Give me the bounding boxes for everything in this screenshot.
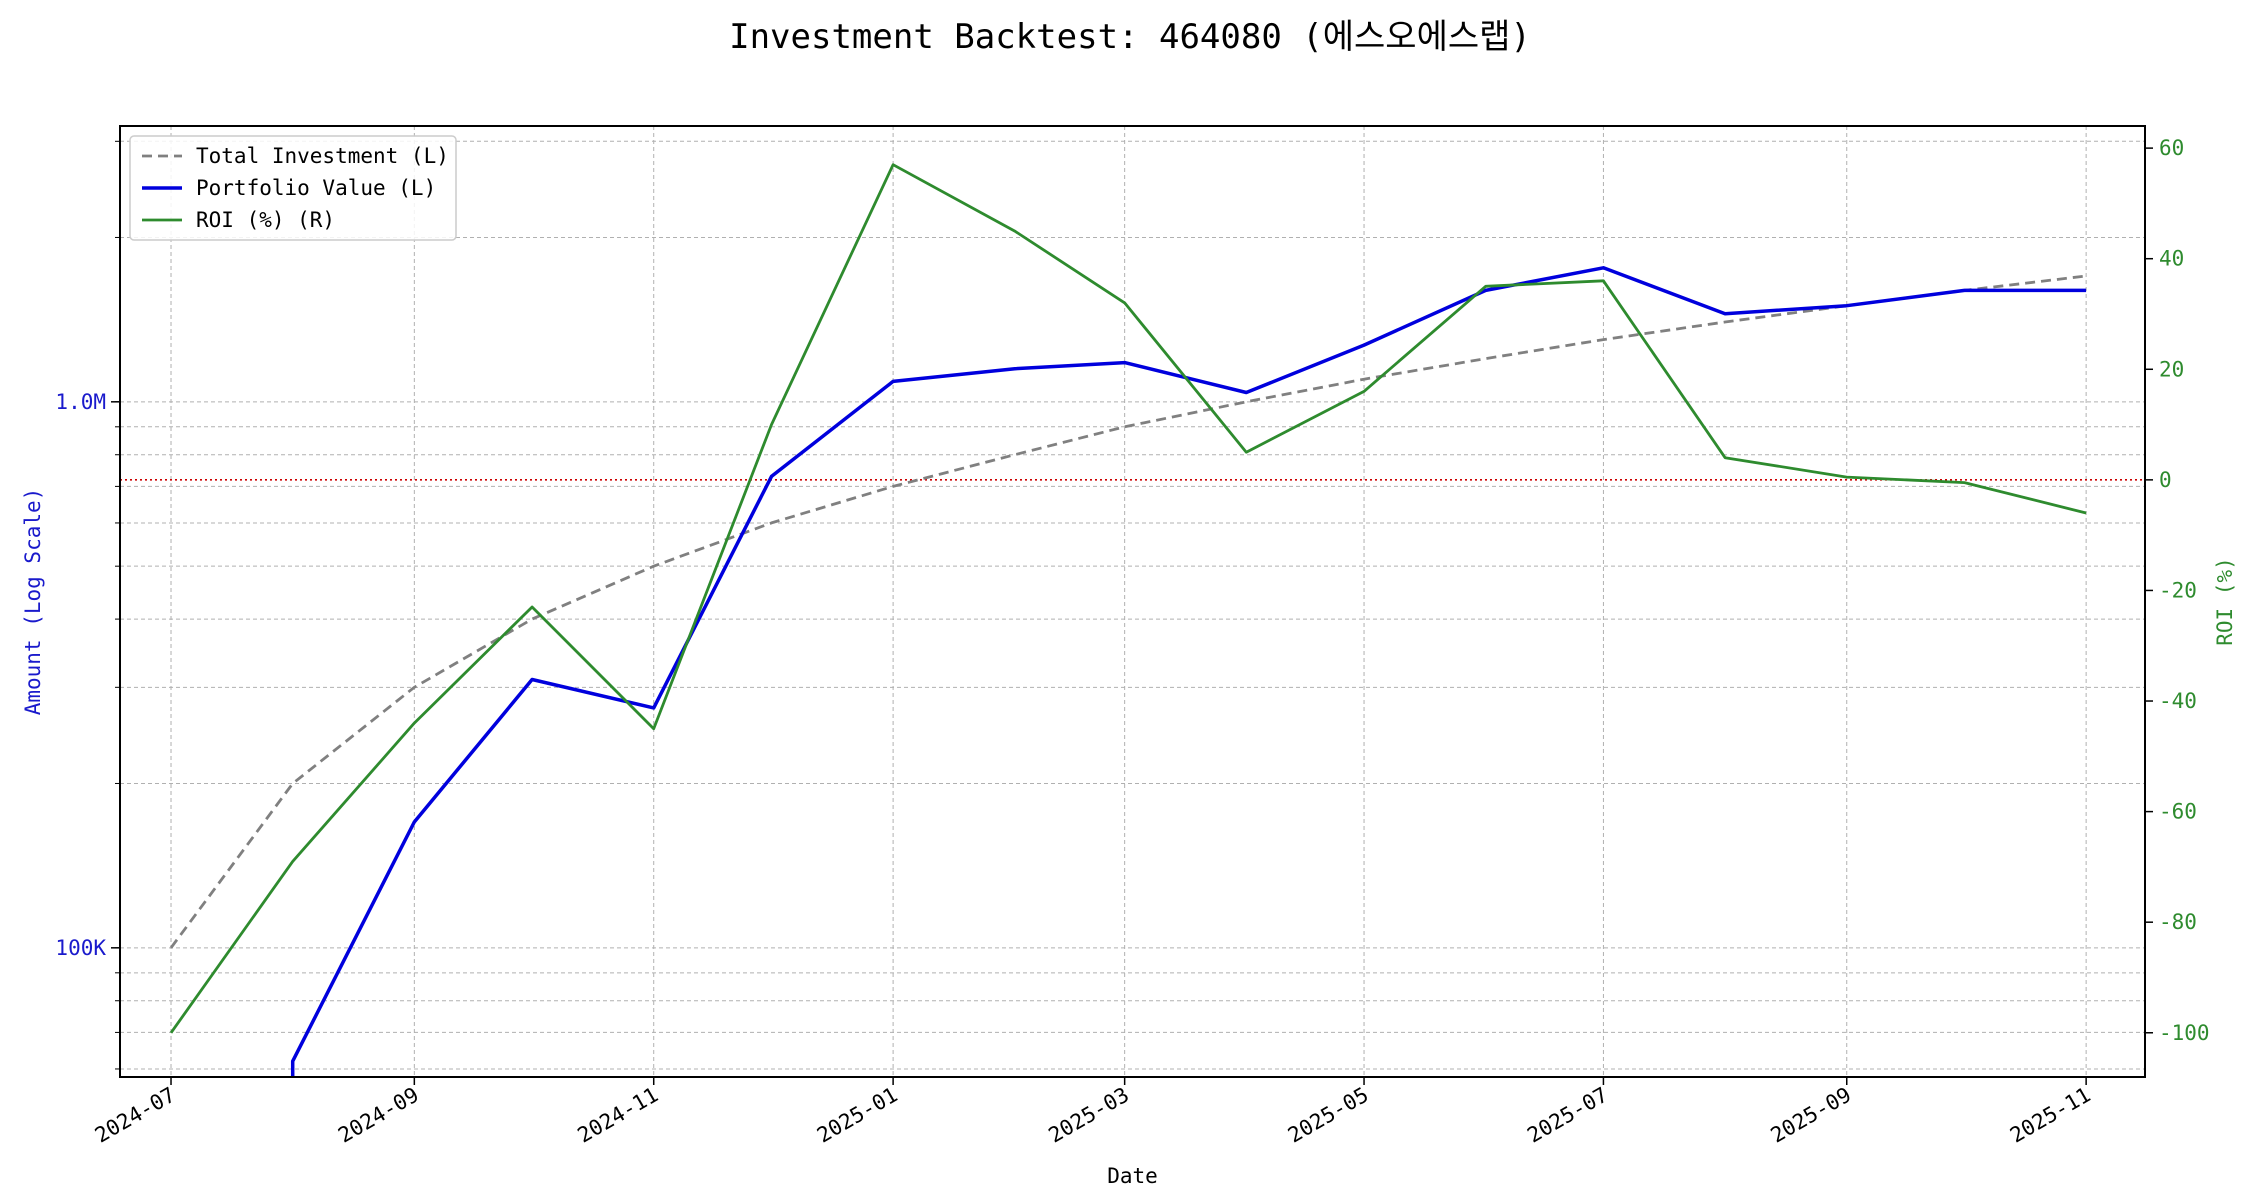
series-line-3 <box>169 163 2087 1034</box>
right-tick-label: -80 <box>2159 910 2197 934</box>
right-tick-label: 20 <box>2159 357 2184 381</box>
legend-box <box>129 135 457 241</box>
right-tick-label: 60 <box>2159 136 2184 160</box>
right-tick-label: -100 <box>2159 1021 2210 1045</box>
right-tick-label: 0 <box>2159 468 2172 492</box>
axes: 2024-07 2024-09 2024-11 2025-01 2025-03 2025-… <box>55 136 2209 1147</box>
grid <box>120 126 2145 1077</box>
right-tick-label: -60 <box>2159 800 2197 824</box>
x-tick-label: 2024-07 <box>91 1083 180 1148</box>
series-line-1 <box>169 274 2087 949</box>
x-tick-label: 2024-11 <box>574 1083 663 1148</box>
legend-label-3: ROI (%) (R) <box>196 208 335 232</box>
x-tick-label: 2025-05 <box>1284 1083 1373 1148</box>
series-layer <box>169 163 2087 1077</box>
x-axis-label: Date <box>1107 1164 1158 1188</box>
x-tick-label: 2025-01 <box>813 1083 902 1148</box>
left-tick-label: 1.0M <box>55 390 106 414</box>
right-tick-label: -20 <box>2159 578 2197 602</box>
right-tick-label: 40 <box>2159 247 2184 271</box>
chart-title: Investment Backtest: 464080 (에스오에스랩) <box>729 17 1531 57</box>
legend-label-1: Total Investment (L) <box>196 144 449 168</box>
right-y-axis-label: ROI (%) <box>2213 557 2237 646</box>
series-line-2 <box>290 266 2087 1077</box>
legend[interactable]: Total Investment (L) Portfolio Value (L) R… <box>129 135 457 241</box>
right-tick-label: -40 <box>2159 689 2197 713</box>
plot-frame <box>119 125 2146 1078</box>
x-tick-label: 2025-07 <box>1523 1083 1612 1148</box>
x-tick-label: 2025-09 <box>1767 1083 1856 1148</box>
left-y-axis-label: Amount (Log Scale) <box>21 488 45 716</box>
x-tick-label: 2024-09 <box>334 1083 423 1148</box>
x-tick-label: 2025-11 <box>2006 1083 2095 1148</box>
legend-label-2: Portfolio Value (L) <box>196 176 436 200</box>
left-tick-label: 100K <box>55 936 106 960</box>
x-tick-label: 2025-03 <box>1044 1083 1133 1148</box>
